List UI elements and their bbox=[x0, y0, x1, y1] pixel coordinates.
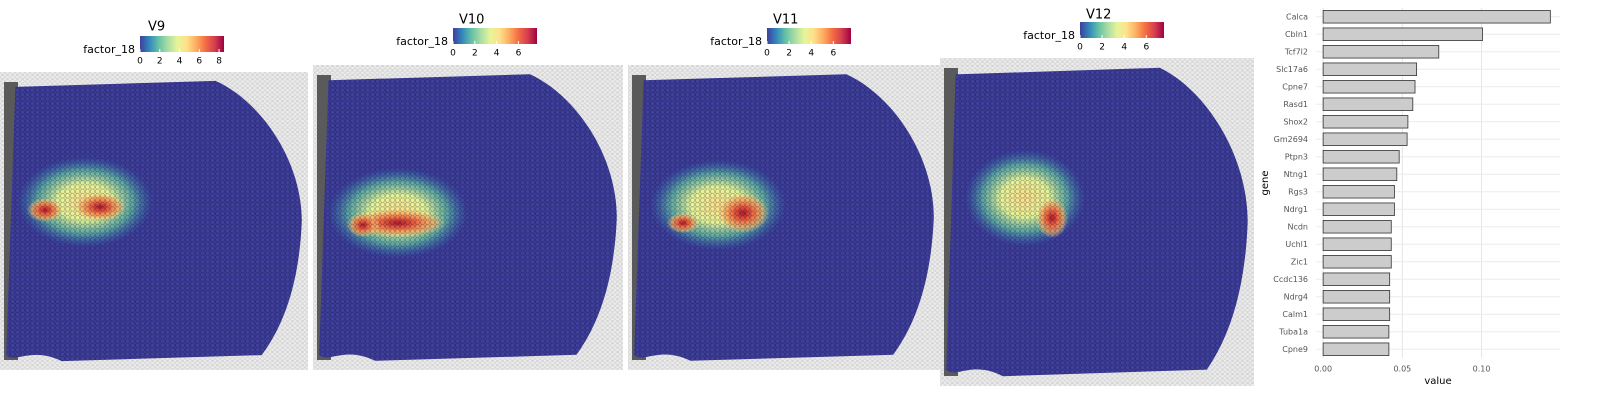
y-tick-label: Ndrg4 bbox=[1284, 292, 1308, 301]
bar bbox=[1322, 115, 1409, 129]
colorbar bbox=[767, 28, 851, 44]
y-tick-label: Ccdc136 bbox=[1273, 275, 1308, 284]
bar bbox=[1322, 202, 1395, 216]
legend-title: factor_18 bbox=[83, 43, 135, 56]
spatial-panel bbox=[0, 72, 308, 370]
bar bbox=[1322, 62, 1418, 76]
y-tick-label: Uchl1 bbox=[1285, 240, 1308, 249]
colorbar-tick-label: 4 bbox=[177, 57, 183, 67]
x-tick-label: 0.10 bbox=[1473, 365, 1491, 374]
y-tick-label: Zic1 bbox=[1291, 257, 1308, 266]
x-tick-label: 0.05 bbox=[1393, 365, 1411, 374]
y-tick-label: Shox2 bbox=[1283, 117, 1308, 126]
x-axis-label: value bbox=[1424, 376, 1451, 387]
bar bbox=[1322, 290, 1391, 304]
bar bbox=[1322, 342, 1390, 356]
colorbar-tick-label: 6 bbox=[1143, 43, 1149, 53]
colorbar bbox=[1080, 22, 1164, 38]
y-tick-label: Rasd1 bbox=[1283, 100, 1308, 109]
y-tick-label: Tcf7l2 bbox=[1284, 47, 1308, 56]
colorbar-tick-label: 2 bbox=[157, 57, 163, 67]
y-tick-label: Slc17a6 bbox=[1276, 65, 1308, 74]
y-tick-label: Ptpn3 bbox=[1285, 152, 1308, 161]
y-tick-label: Cbln1 bbox=[1285, 30, 1308, 39]
bar bbox=[1322, 80, 1416, 94]
bar bbox=[1322, 150, 1400, 164]
bar bbox=[1322, 10, 1551, 24]
spot-grid bbox=[634, 74, 934, 361]
spatial-panel bbox=[628, 65, 940, 370]
spot-grid bbox=[319, 74, 617, 361]
colorbar-tick-label: 0 bbox=[1077, 43, 1083, 53]
colorbar-tick-label: 0 bbox=[450, 49, 456, 59]
panel-title: V9 bbox=[148, 20, 165, 35]
colorbar-tick-label: 0 bbox=[764, 49, 770, 59]
bar bbox=[1322, 272, 1391, 286]
y-tick-label: Ndrg1 bbox=[1284, 205, 1308, 214]
bar bbox=[1322, 325, 1390, 339]
y-tick-label: Calca bbox=[1286, 12, 1308, 21]
y-tick-label: Cpne7 bbox=[1282, 82, 1308, 91]
colorbar-tick-label: 0 bbox=[137, 57, 143, 67]
x-tick-label: 0.00 bbox=[1314, 365, 1332, 374]
y-tick-label: Ncdn bbox=[1287, 222, 1308, 231]
bar bbox=[1322, 27, 1483, 41]
spatial-panel bbox=[313, 65, 623, 370]
panel-title: V11 bbox=[773, 13, 798, 28]
colorbar-tick-label: 4 bbox=[808, 49, 814, 59]
bar bbox=[1322, 167, 1398, 181]
colorbar bbox=[140, 36, 224, 52]
bar bbox=[1322, 237, 1392, 251]
bar bbox=[1322, 132, 1408, 146]
y-axis-label: gene bbox=[1260, 171, 1271, 196]
spot-grid bbox=[946, 67, 1248, 377]
colorbar-tick-label: 6 bbox=[516, 49, 522, 59]
y-tick-label: Rgs3 bbox=[1288, 187, 1308, 196]
y-tick-label: Tuba1a bbox=[1278, 327, 1308, 336]
legend-title: factor_18 bbox=[710, 35, 762, 48]
bar bbox=[1322, 45, 1440, 59]
colorbar-tick-label: 4 bbox=[1121, 43, 1127, 53]
spatial-panel bbox=[940, 58, 1254, 386]
colorbar-tick-label: 2 bbox=[786, 49, 792, 59]
panel-title: V10 bbox=[459, 13, 484, 28]
colorbar-tick-label: 2 bbox=[472, 49, 478, 59]
colorbar-tick-label: 4 bbox=[494, 49, 500, 59]
bar bbox=[1322, 307, 1391, 321]
colorbar-tick-label: 8 bbox=[216, 57, 222, 67]
y-tick-label: Ntng1 bbox=[1284, 170, 1308, 179]
panel-title: V12 bbox=[1086, 8, 1111, 23]
legend-title: factor_18 bbox=[396, 35, 448, 48]
bar bbox=[1322, 97, 1414, 111]
bar bbox=[1322, 255, 1392, 269]
colorbar bbox=[453, 28, 537, 44]
y-tick-label: Cpne9 bbox=[1282, 345, 1308, 354]
spot-grid bbox=[6, 80, 302, 362]
colorbar-tick-label: 6 bbox=[196, 57, 202, 67]
legend-title: factor_18 bbox=[1023, 29, 1075, 42]
y-tick-label: Calm1 bbox=[1282, 310, 1308, 319]
bar bbox=[1322, 220, 1392, 234]
y-tick-label: Gm2694 bbox=[1274, 135, 1308, 144]
colorbar-tick-label: 2 bbox=[1099, 43, 1105, 53]
bar bbox=[1322, 185, 1395, 199]
colorbar-tick-label: 6 bbox=[830, 49, 836, 59]
